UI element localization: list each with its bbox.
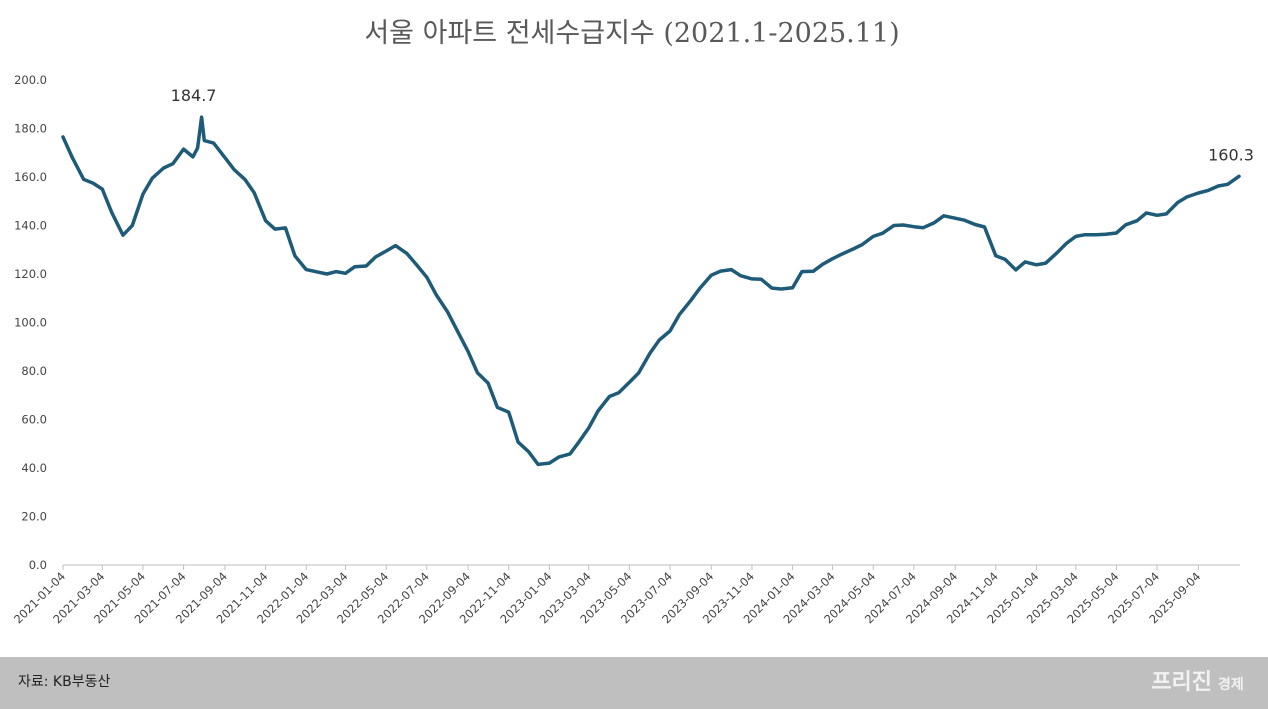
y-tick-label: 60.0 xyxy=(21,413,47,427)
data-label: 160.3 xyxy=(1208,145,1254,164)
y-tick-label: 180.0 xyxy=(14,122,47,136)
data-label: 184.7 xyxy=(171,86,217,105)
y-tick-label: 100.0 xyxy=(14,316,47,330)
y-tick-label: 120.0 xyxy=(14,267,47,281)
source-note: 자료: KB부동산 xyxy=(18,674,110,690)
y-tick-label: 0.0 xyxy=(29,558,47,572)
y-tick-label: 20.0 xyxy=(21,510,47,524)
chart-title: 서울 아파트 전세수급지수 (2021.1-2025.11) xyxy=(364,18,899,49)
y-tick-label: 160.0 xyxy=(14,170,47,184)
y-tick-label: 200.0 xyxy=(14,73,47,87)
footer-bar xyxy=(0,657,1268,709)
y-tick-label: 140.0 xyxy=(14,219,47,233)
y-tick-label: 40.0 xyxy=(21,461,47,475)
y-tick-label: 80.0 xyxy=(21,364,47,378)
logo: 프리진 xyxy=(1151,670,1212,695)
line-series xyxy=(61,115,1241,467)
logo-sub: 경제 xyxy=(1218,676,1244,693)
